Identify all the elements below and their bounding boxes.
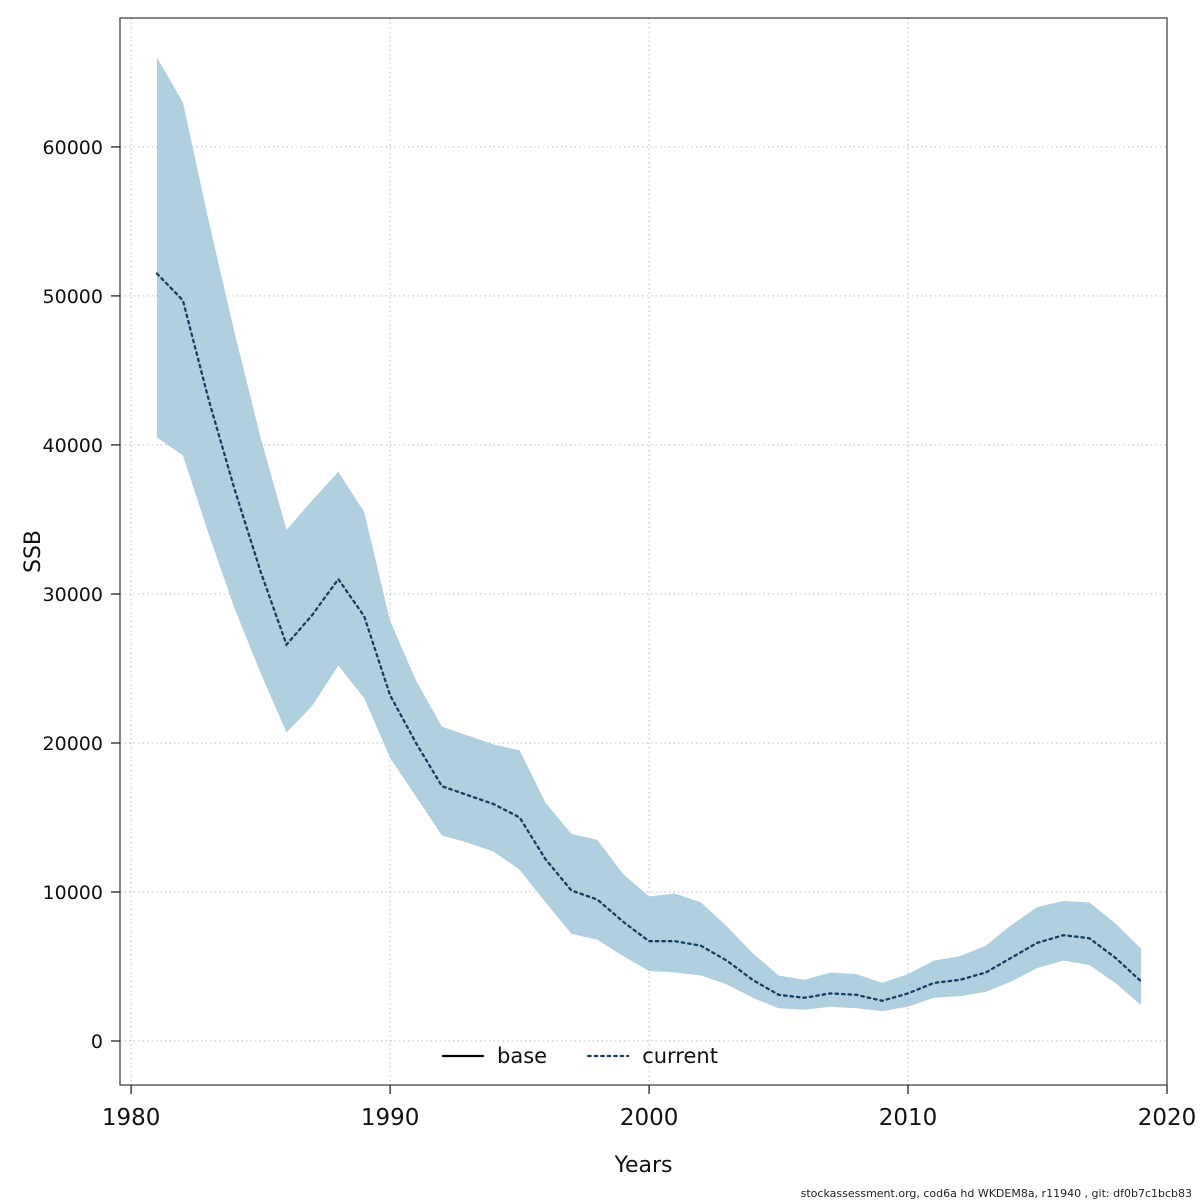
axis-tick-labels: 0 10000 20000 30000 40000 50000 60000 1980 1990 2… <box>43 137 1197 1131</box>
y-tick-label: 40000 <box>43 435 103 457</box>
x-tick-label: 2000 <box>620 1105 679 1131</box>
confidence-band <box>157 57 1142 1012</box>
axis-titles: SSB Years <box>21 530 673 1178</box>
x-tick-label: 2020 <box>1138 1105 1197 1131</box>
x-tick-label: 1990 <box>361 1105 420 1131</box>
legend-base-label: base <box>497 1044 547 1068</box>
x-tick-label: 2010 <box>879 1105 938 1131</box>
axis-ticks <box>111 146 1168 1094</box>
y-tick-label: 10000 <box>43 882 103 904</box>
y-tick-label: 50000 <box>43 286 103 308</box>
series-lines <box>155 272 1143 1002</box>
plot-border <box>119 17 1168 1086</box>
y-axis-title: SSB <box>21 530 46 573</box>
y-tick-label: 0 <box>91 1031 103 1053</box>
y-tick-label: 30000 <box>43 584 103 606</box>
current-series-line <box>155 272 1143 1002</box>
confidence-ribbon-group <box>157 57 1142 1012</box>
x-tick-label: 1980 <box>102 1105 161 1131</box>
legend: base current <box>441 1044 718 1068</box>
y-tick-label: 20000 <box>43 733 103 755</box>
x-axis-title: Years <box>613 1153 672 1178</box>
footer-caption: stockassessment.org, cod6a hd WKDEM8a, r… <box>801 1187 1192 1200</box>
y-tick-label: 60000 <box>43 137 103 159</box>
legend-current-label: current <box>642 1044 718 1068</box>
